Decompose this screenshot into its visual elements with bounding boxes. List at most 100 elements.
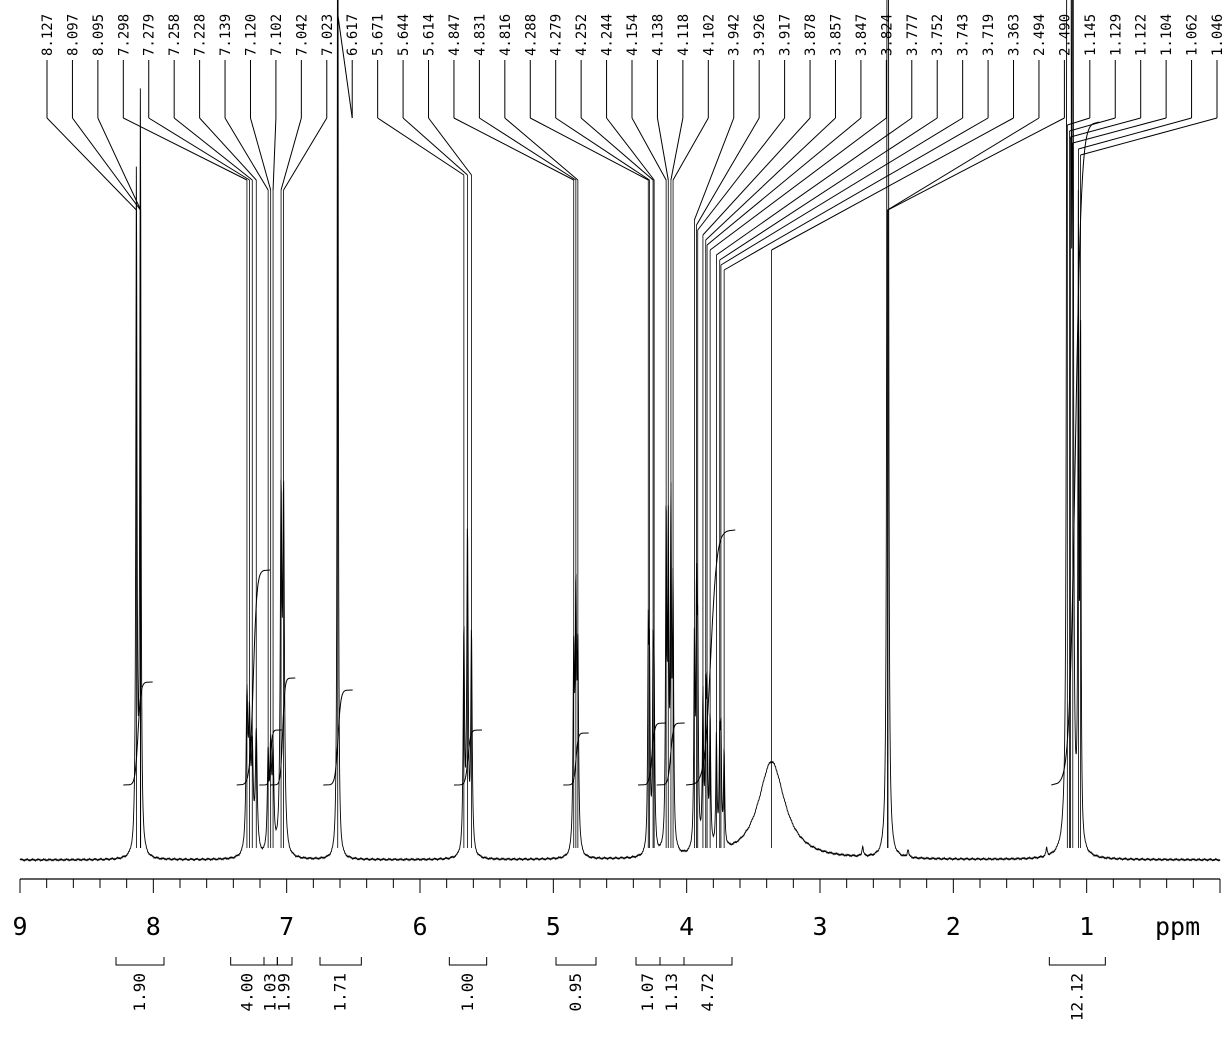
axis-tick-label: 7 — [279, 912, 294, 941]
peak-label: 4.244 — [600, 14, 655, 848]
integral-bracket — [635, 957, 661, 966]
peak-label: 3.857 — [705, 14, 844, 848]
integral-bracket — [276, 957, 293, 966]
integral-region: 1.13 — [659, 957, 685, 1012]
integral-value: 4.00 — [237, 973, 256, 1012]
peak-label: 3.719 — [723, 14, 997, 848]
integral-value: 1.03 — [261, 973, 280, 1012]
peak-label: 3.824 — [709, 14, 895, 848]
peak-label: 3.942 — [693, 14, 743, 848]
peak-label: 3.752 — [719, 14, 946, 848]
integral-region: 4.00 — [230, 957, 265, 1012]
ppm-axis — [19, 878, 1221, 893]
peak-label: 3.743 — [720, 14, 972, 848]
peak-label: 1.104 — [1072, 14, 1175, 848]
peak-label-text: 7.042 — [294, 14, 310, 56]
peak-label: 3.926 — [696, 14, 768, 848]
peak-label: 4.816 — [498, 14, 579, 848]
peak-label-text: 4.118 — [676, 14, 692, 56]
peak-label-text: 7.102 — [269, 14, 285, 56]
integral-curve-layer — [123, 121, 1100, 786]
integral-bracket — [555, 957, 597, 966]
integral-value: 1.99 — [275, 973, 294, 1012]
integral-value: 1.00 — [458, 973, 477, 1012]
peak-label: 8.097 — [65, 14, 141, 848]
peak-label-text: 2.490 — [1057, 14, 1073, 56]
peak-label-text: 7.298 — [116, 14, 132, 56]
axis-tick-label: 1 — [1079, 912, 1094, 941]
peak-label-text: 1.129 — [1108, 14, 1124, 56]
peak-label: 6.617 — [337, 14, 361, 848]
peak-label: 7.023 — [283, 14, 336, 848]
peak-label: 5.671 — [371, 14, 465, 848]
axis-tick-label: 4 — [679, 912, 694, 941]
peak-label-text: 4.816 — [498, 14, 514, 56]
peak-label-text: 3.878 — [803, 14, 819, 56]
integral-bracket — [115, 957, 165, 966]
integral-region: 1.99 — [275, 957, 294, 1012]
peak-label-text: 7.023 — [320, 14, 336, 56]
spectrum-trace — [19, 0, 1221, 862]
integral-curve — [1051, 121, 1100, 786]
integral-curve — [323, 689, 353, 786]
integral-curve — [563, 732, 589, 786]
peak-label-text: 3.777 — [905, 14, 921, 56]
tick-label-layer: 9 8 7 6 5 4 3 2 1 — [12, 912, 1094, 941]
axis-tick-label: 3 — [812, 912, 827, 941]
peak-label: 4.831 — [472, 14, 577, 848]
peak-label-text: 3.857 — [828, 14, 844, 56]
peak-label-text: 1.122 — [1134, 14, 1150, 56]
peak-label: 4.252 — [574, 14, 654, 848]
spectrum-trace-layer — [19, 0, 1221, 862]
peak-label: 4.288 — [523, 14, 649, 848]
peak-label: 3.878 — [702, 14, 819, 848]
integral-value: 1.07 — [638, 973, 657, 1012]
peak-label-text: 4.831 — [472, 14, 488, 56]
peak-label: 1.046 — [1080, 14, 1226, 848]
integral-bracket — [230, 957, 265, 966]
peak-label-text: 6.617 — [345, 14, 361, 56]
integral-region: 1.07 — [635, 957, 661, 1012]
integral-curve — [236, 569, 271, 786]
peak-label-text: 3.847 — [854, 14, 870, 56]
peak-label-text: 8.097 — [65, 14, 81, 56]
integral-curve — [637, 722, 667, 786]
axis-tick-label: 5 — [546, 912, 561, 941]
peak-label-text: 7.120 — [243, 14, 259, 56]
peak-label-text: 1.062 — [1185, 14, 1201, 56]
integral-curve — [259, 729, 283, 786]
integral-value: 1.13 — [662, 973, 681, 1012]
peak-label: 1.129 — [1069, 14, 1124, 848]
peak-label-text: 3.942 — [727, 14, 743, 56]
peak-label: 7.102 — [269, 14, 285, 848]
integral-curve — [453, 729, 483, 786]
peak-label-text: 1.046 — [1210, 14, 1226, 56]
peak-label-text: 2.494 — [1032, 14, 1048, 56]
integral-region: 4.72 — [683, 957, 733, 1012]
peak-label: 7.139 — [218, 14, 269, 848]
integral-region: 0.95 — [555, 957, 597, 1012]
integral-curve — [269, 677, 296, 786]
peak-label-text: 3.926 — [752, 14, 768, 56]
peak-label-layer: 8.127 8.097 8.095 7.298 7.279 7.258 7.228 7.139… — [40, 14, 1226, 848]
axis-tick-label: 9 — [12, 912, 27, 941]
peak-label-text: 3.719 — [981, 14, 997, 56]
integral-region: 1.00 — [448, 957, 488, 1012]
peak-label-text: 4.138 — [650, 14, 666, 56]
axis-tick-label: 6 — [412, 912, 427, 941]
integral-region: 1.90 — [115, 957, 165, 1012]
peak-label: 3.847 — [706, 14, 870, 848]
axis-tick-label: 8 — [146, 912, 161, 941]
integral-bracket — [1048, 957, 1106, 966]
peak-label: 3.363 — [771, 14, 1023, 848]
peak-label: 2.490 — [887, 14, 1073, 848]
peak-label-text: 7.228 — [193, 14, 209, 56]
peak-label: 5.614 — [422, 14, 472, 848]
peak-label-text: 4.847 — [447, 14, 463, 56]
peak-label-text: 8.095 — [91, 14, 107, 56]
peak-label: 7.120 — [243, 14, 272, 848]
integral-region: 1.71 — [319, 957, 362, 1012]
peak-label-text: 4.288 — [523, 14, 539, 56]
integral-value: 4.72 — [698, 973, 717, 1012]
